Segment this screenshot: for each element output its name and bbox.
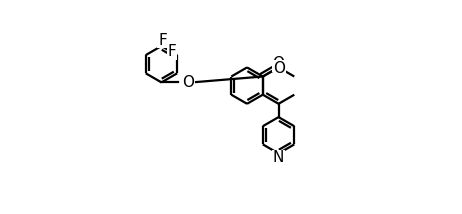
Text: F: F — [168, 44, 176, 59]
Text: N: N — [273, 150, 284, 165]
Text: O: O — [273, 56, 285, 71]
Text: O: O — [274, 61, 285, 76]
Text: O: O — [182, 75, 194, 90]
Text: F: F — [158, 33, 167, 48]
